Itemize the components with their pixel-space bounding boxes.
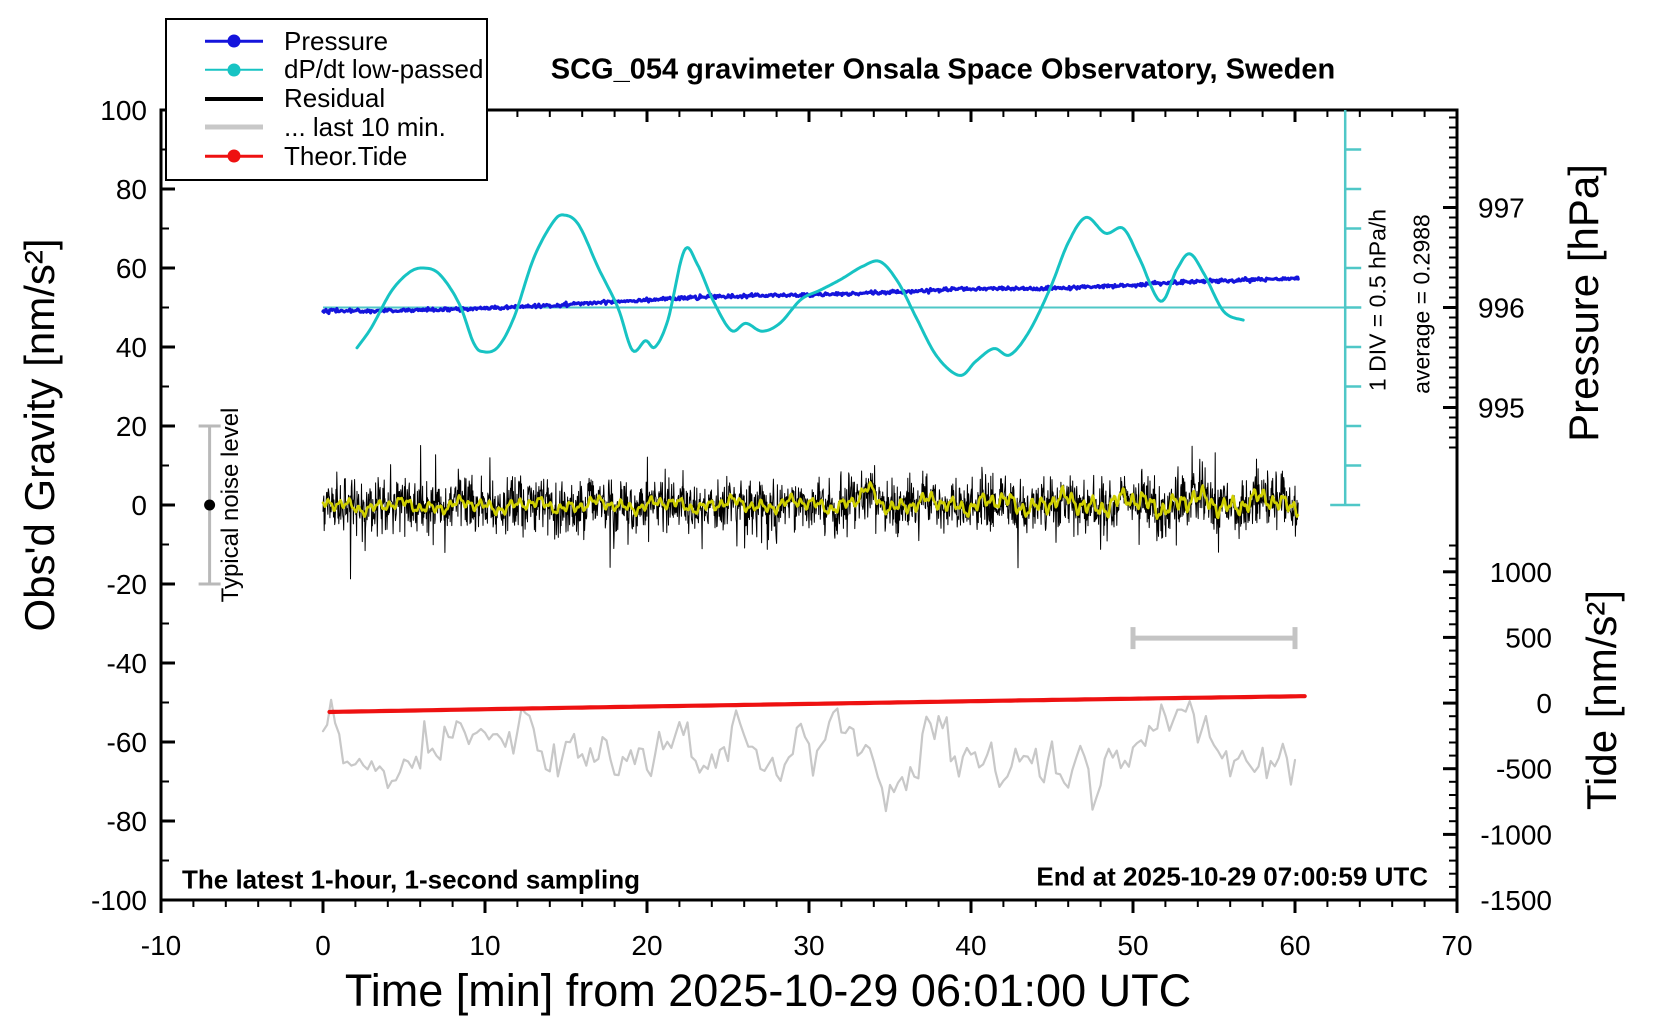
legend-item-label: dP/dt low-passed bbox=[284, 54, 484, 85]
dpdt-curve bbox=[355, 213, 1245, 377]
time-tick-label: 30 bbox=[793, 930, 824, 961]
tide-tick-label: -500 bbox=[1496, 754, 1552, 785]
legend-item-label: ... last 10 min. bbox=[284, 111, 446, 142]
time-tick-label: 0 bbox=[315, 930, 331, 961]
typical-noise-level-label: Typical noise level bbox=[217, 407, 244, 603]
legend-dot-icon bbox=[227, 34, 241, 48]
gravity-tick-label: -80 bbox=[107, 806, 147, 837]
time-tick-label: 20 bbox=[631, 930, 662, 961]
gravity-tick-label: -40 bbox=[107, 648, 147, 679]
gravity-tick-label: -100 bbox=[91, 885, 147, 916]
residual-curve bbox=[322, 445, 1299, 580]
tide-tick-label: -1000 bbox=[1480, 819, 1552, 850]
gravity-tick-label: 20 bbox=[116, 411, 147, 442]
pressure-tick-label: 996 bbox=[1478, 293, 1525, 324]
last10-curve bbox=[321, 698, 1297, 813]
legend-dot-icon bbox=[227, 63, 241, 77]
pressure-tick-label: 995 bbox=[1478, 393, 1525, 424]
page-title: SCG_054 gravimeter Onsala Space Observat… bbox=[550, 53, 1336, 86]
gravity-tick-label: 80 bbox=[116, 174, 147, 205]
legend-item-label: Pressure bbox=[284, 25, 389, 56]
legend-line-swatch bbox=[205, 124, 263, 130]
average-label: average = 0.2988 bbox=[1408, 214, 1435, 394]
legend-marker-icon bbox=[205, 92, 263, 106]
legend-item-0: Pressure bbox=[205, 25, 486, 56]
gravity-tick-label: 100 bbox=[100, 95, 147, 126]
gravity-axis-title: Obs'd Gravity [nm/s²] bbox=[16, 238, 63, 632]
gravity-tick-label: -60 bbox=[107, 727, 147, 758]
time-tick-label: 70 bbox=[1441, 930, 1472, 961]
end-time-note: End at 2025-10-29 07:00:59 UTC bbox=[1036, 861, 1428, 892]
pressure-tick-label: 997 bbox=[1478, 193, 1525, 224]
residual-lowpass-curve bbox=[321, 481, 1300, 520]
legend-dot-icon bbox=[227, 149, 241, 163]
pressure-curve bbox=[321, 275, 1300, 316]
tide-axis-title: Tide [nm/s²] bbox=[1578, 589, 1625, 811]
time-axis-title: Time [min] from 2025-10-29 06:01:00 UTC bbox=[344, 965, 1192, 1016]
legend-marker-icon bbox=[205, 34, 263, 48]
legend-box: Pressure dP/dt low-passed Residual... last… bbox=[165, 18, 488, 181]
tide-tick-label: 0 bbox=[1536, 688, 1552, 719]
legend-item-label: Theor.Tide bbox=[284, 140, 408, 171]
noise-error-bar-dot bbox=[204, 499, 216, 511]
gravity-tick-label: 40 bbox=[116, 332, 147, 363]
legend-marker-icon bbox=[205, 120, 263, 134]
tide-tick-label: 500 bbox=[1505, 622, 1552, 653]
gravity-tick-label: 0 bbox=[131, 490, 147, 521]
legend-item-4: Theor.Tide bbox=[205, 140, 486, 171]
tide-tick-label: -1500 bbox=[1480, 885, 1552, 916]
legend-marker-icon bbox=[205, 149, 263, 163]
legend-item-2: Residual bbox=[205, 83, 486, 113]
time-tick-label: 10 bbox=[469, 930, 500, 961]
legend-item-3: ... last 10 min. bbox=[205, 111, 486, 142]
legend-marker-icon bbox=[205, 63, 263, 77]
time-tick-label: -10 bbox=[141, 930, 181, 961]
legend-line-swatch bbox=[205, 96, 263, 101]
time-tick-label: 40 bbox=[955, 930, 986, 961]
tide-tick-label: 1000 bbox=[1490, 557, 1552, 588]
legend-item-label: Residual bbox=[284, 83, 386, 113]
theor-tide-curve bbox=[327, 694, 1307, 715]
time-tick-label: 60 bbox=[1279, 930, 1310, 961]
gravity-tick-label: -20 bbox=[107, 569, 147, 600]
div-scale-label: 1 DIV = 0.5 hPa/h bbox=[1364, 208, 1391, 392]
pressure-axis-title: Pressure [hPa] bbox=[1560, 164, 1607, 442]
legend-item-1: dP/dt low-passed bbox=[205, 54, 486, 85]
sampling-note: The latest 1-hour, 1-second sampling bbox=[182, 864, 640, 895]
time-tick-label: 50 bbox=[1117, 930, 1148, 961]
gravity-tick-label: 60 bbox=[116, 253, 147, 284]
